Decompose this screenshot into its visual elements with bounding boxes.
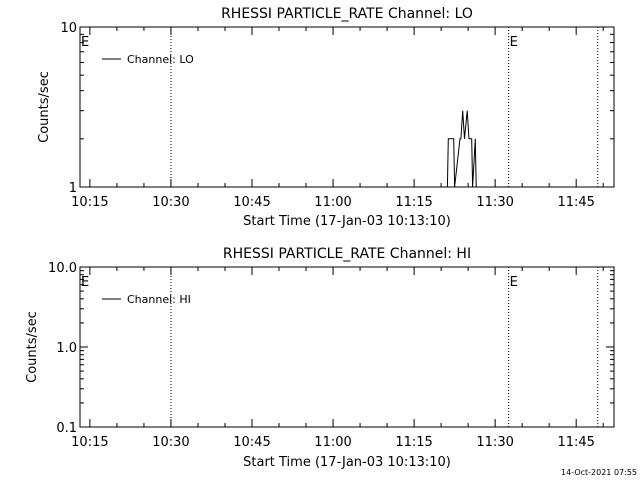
plot-frame bbox=[79, 26, 615, 188]
x-tick-label: 11:30 bbox=[476, 195, 513, 210]
x-tick-label: 11:00 bbox=[314, 435, 351, 450]
x-tick-label: 11:15 bbox=[395, 435, 432, 450]
x-tick-label: 10:30 bbox=[152, 195, 189, 210]
y-tick-label: 0.1 bbox=[56, 421, 77, 436]
chart-title: RHESSI PARTICLE_RATE Channel: LO bbox=[221, 6, 473, 22]
y-axis-label: Counts/sec bbox=[25, 311, 40, 383]
event-annotation: E bbox=[510, 35, 518, 50]
x-tick-label: 10:45 bbox=[233, 435, 270, 450]
panel-2: RHESSI PARTICLE_RATE Channel: HI Start Ti… bbox=[25, 246, 615, 470]
x-tick-label: 11:45 bbox=[557, 435, 594, 450]
series-line bbox=[446, 110, 477, 188]
y-axis-label: Counts/sec bbox=[37, 71, 52, 143]
y-tick-label: 10.0 bbox=[48, 261, 77, 276]
y-tick-label: 10 bbox=[60, 21, 77, 36]
x-tick-label: 10:15 bbox=[71, 195, 108, 210]
event-annotation: E bbox=[81, 275, 89, 290]
legend-entry: Channel: LO bbox=[127, 53, 194, 66]
x-tick-label: 10:30 bbox=[152, 435, 189, 450]
x-tick-label: 11:30 bbox=[476, 435, 513, 450]
chart-title: RHESSI PARTICLE_RATE Channel: HI bbox=[223, 246, 471, 262]
event-annotation: E bbox=[510, 275, 518, 290]
footer-timestamp: 14-Oct-2021 07:55 bbox=[561, 468, 637, 477]
legend-entry: Channel: HI bbox=[127, 293, 191, 306]
event-annotation: E bbox=[81, 35, 89, 50]
panel-1: RHESSI PARTICLE_RATE Channel: LO Start Ti… bbox=[37, 6, 615, 229]
x-axis-label: Start Time (17-Jan-03 10:13:10) bbox=[243, 455, 451, 470]
x-axis-label: Start Time (17-Jan-03 10:13:10) bbox=[243, 214, 451, 229]
x-tick-label: 11:15 bbox=[395, 195, 432, 210]
y-tick-label: 1 bbox=[69, 181, 77, 196]
x-tick-label: 11:00 bbox=[314, 195, 351, 210]
x-tick-label: 10:45 bbox=[233, 195, 270, 210]
x-tick-label: 10:15 bbox=[71, 435, 108, 450]
y-tick-label: 1.0 bbox=[56, 341, 77, 356]
x-tick-label: 11:45 bbox=[557, 195, 594, 210]
